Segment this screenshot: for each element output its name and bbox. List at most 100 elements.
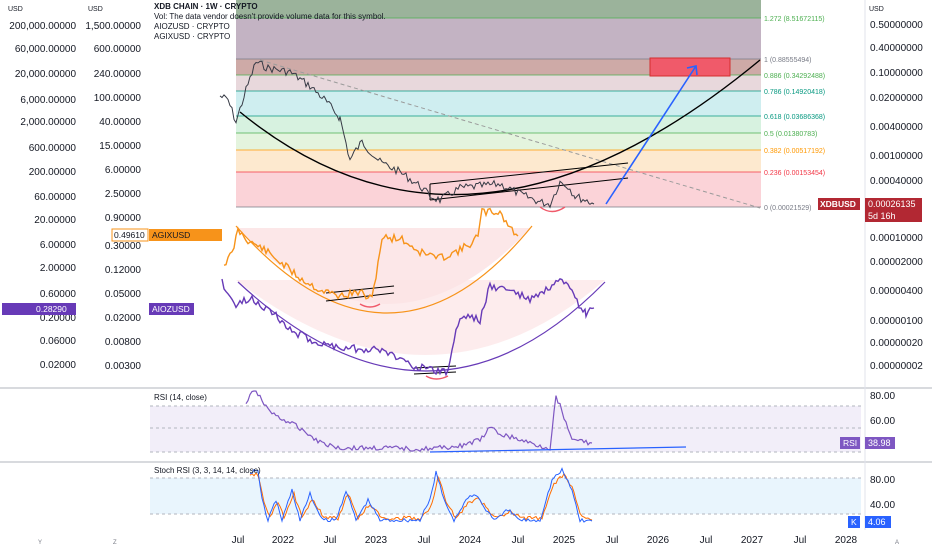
left-outer-tick-label: 200,000.00000 (9, 21, 76, 32)
time-tick-label: Jul (606, 535, 619, 546)
right-tick-label: 0.00002000 (870, 257, 923, 268)
time-tick-label: Jul (418, 535, 431, 546)
stoch-band (150, 478, 861, 514)
time-tick-label: 2024 (459, 535, 482, 546)
projection-arrow[interactable] (605, 65, 698, 205)
time-tick-label: 2023 (365, 535, 388, 546)
left-outer-tick-label: 60,000.00000 (15, 44, 77, 55)
right-tick-label: 0.02000000 (870, 93, 923, 104)
right-tick-label: 0.40000000 (870, 43, 923, 54)
right-tick-label: 0.00000400 (870, 286, 923, 297)
stoch-tick-label: 80.00 (870, 475, 895, 486)
left-outer-tick-label: 20,000.00000 (15, 69, 77, 80)
corner-label-a: A (895, 540, 899, 546)
xdb-arc-marker (539, 206, 566, 213)
rsi-tag-label: RSI (843, 438, 857, 448)
xdb-tag-name: XDBUSD (820, 199, 856, 209)
right-tick-label: 0.00000100 (870, 316, 923, 327)
left-inner-tick-label: 15.00000 (99, 141, 141, 152)
left-outer-tick-label: 600.00000 (29, 143, 77, 154)
rsi-tick-label: 60.00 (870, 416, 895, 427)
right-tick-label: 0.00100000 (870, 151, 923, 162)
fib-level-label: 1 (0.88555494) (764, 57, 811, 64)
rsi-line[interactable] (245, 390, 593, 452)
left-inner-tick-label: 0.90000 (105, 213, 142, 224)
aioz-tag-price: 0.28290 (36, 304, 67, 314)
overlay-agix[interactable]: AGIXUSD · CRYPTO (154, 32, 231, 41)
left-outer-tick-label: 2.00000 (40, 263, 77, 274)
currency-label-left1: USD (8, 6, 23, 13)
agix-price-tag: 0.49610 AGIXUSD (111, 228, 222, 242)
left-outer-tick-label: 0.06000 (40, 336, 77, 347)
aioz-tag-name: AIOZUSD (152, 304, 190, 314)
agix-channel[interactable] (325, 285, 395, 302)
left-inner-tick-label: 100.00000 (94, 93, 142, 104)
time-tick-label: Jul (512, 535, 525, 546)
left-outer-tick-label: 6,000.00000 (20, 95, 76, 106)
xdb-cup-curve[interactable] (239, 59, 761, 196)
agix-tag-price: 0.49610 (114, 230, 145, 240)
agix-arc-marker (359, 303, 381, 308)
xdb-price-line[interactable] (219, 60, 595, 209)
left-inner-tick-label: 0.12000 (105, 265, 142, 276)
stoch-title[interactable]: Stoch RSI (3, 3, 14, 14, close) (154, 466, 261, 475)
left-inner-tick-label: 0.05000 (105, 289, 142, 300)
volume-note: Vol: The data vendor doesn't provide vol… (154, 12, 386, 21)
left-inner-tick-label: 1,500.00000 (85, 21, 141, 32)
stoch-k-line[interactable] (250, 467, 593, 524)
time-tick-label: 2027 (741, 535, 764, 546)
left-outer-tick-label: 0.60000 (40, 289, 77, 300)
left-inner-tick-label: 0.00300 (105, 361, 142, 372)
stoch-value-tag: K 4.06 (848, 516, 891, 528)
fib-level-label: 0.5 (0.01380783) (764, 131, 817, 138)
left-outer-tick-label: 0.02000 (40, 360, 77, 371)
dashed-trendline[interactable] (259, 59, 761, 209)
corner-label-y: Y (38, 540, 42, 546)
fib-level-label: 0.236 (0.00153454) (764, 170, 825, 177)
right-tick-label: 0.00000002 (870, 361, 923, 372)
fib-level-label: 0.786 (0.14920418) (764, 89, 825, 96)
time-tick-label: 2022 (272, 535, 295, 546)
fib-retracement[interactable] (236, 0, 761, 208)
aioz-bowl-fill (236, 280, 605, 355)
fib-level-label: 0.382 (0.00517192) (764, 148, 825, 155)
right-tick-label: 0.00400000 (870, 122, 923, 133)
left-inner-tick-label: 0.30000 (105, 241, 142, 252)
left-outer-tick-label: 2,000.00000 (20, 117, 76, 128)
xdb-tag-price: 0.00026135 (868, 199, 916, 209)
aioz-price-line[interactable] (221, 277, 595, 377)
rsi-trendline[interactable] (429, 446, 687, 453)
xdb-price-tag: XDBUSD 0.00026135 5d 16h (818, 198, 922, 222)
fib-level-label: 1.272 (8.51672115) (764, 16, 825, 23)
rsi-tag-value: 38.98 (868, 438, 891, 448)
stoch-tick-label: 40.00 (870, 500, 895, 511)
time-tick-label: Jul (794, 535, 807, 546)
time-tick-label: Jul (700, 535, 713, 546)
right-tick-label: 0.00000020 (870, 338, 923, 349)
time-tick-label: 2026 (647, 535, 670, 546)
left-outer-tick-label: 60.00000 (34, 192, 76, 203)
rsi-title[interactable]: RSI (14, close) (154, 393, 207, 402)
agix-tag-name: AGIXUSD (152, 230, 190, 240)
corner-label-z: Z (113, 540, 117, 546)
left-inner-tick-label: 240.00000 (94, 69, 142, 80)
aioz-arc-marker (425, 375, 449, 380)
left-inner-tick-label: 600.00000 (94, 44, 142, 55)
time-tick-label: Jul (232, 535, 245, 546)
rsi-value-tag: RSI 38.98 (840, 437, 895, 449)
right-tick-label: 0.00040000 (870, 176, 923, 187)
overlay-aioz[interactable]: AIOZUSD · CRYPTO (154, 22, 230, 31)
stoch-tag-label: K (851, 517, 857, 527)
agix-price-line[interactable] (223, 207, 519, 300)
agix-cup-curve[interactable] (235, 225, 533, 314)
right-tick-label: 0.00010000 (870, 233, 923, 244)
left-outer-tick-label: 20.00000 (34, 215, 76, 226)
currency-label-right: USD (869, 6, 884, 13)
left-inner-tick-label: 0.02000 (105, 313, 142, 324)
left-outer-tick-label: 0.20000 (40, 313, 77, 324)
aioz-cup-curve[interactable] (237, 281, 606, 372)
right-tick-label: 0.10000000 (870, 68, 923, 79)
time-tick-label: 2028 (835, 535, 858, 546)
rsi-band (150, 406, 861, 452)
